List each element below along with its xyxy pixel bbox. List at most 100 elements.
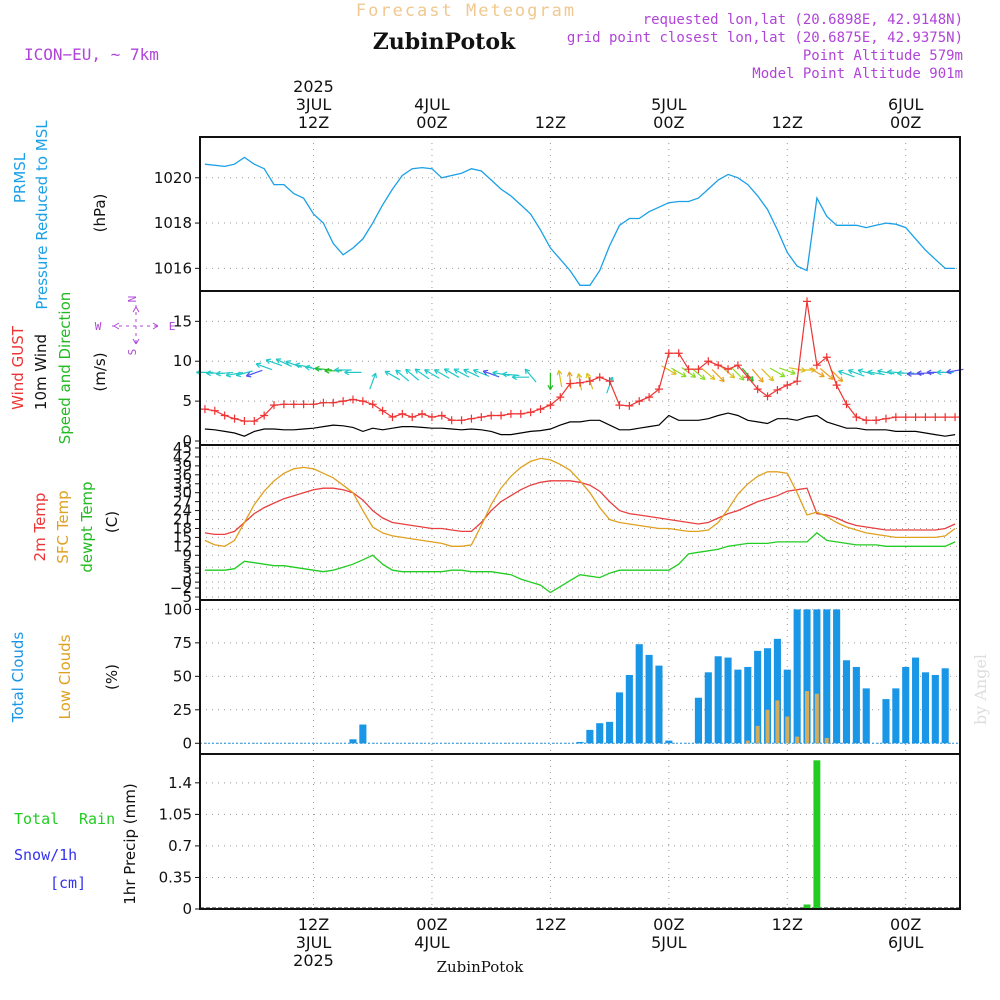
temperature-ytick-label: 18: [173, 519, 192, 537]
gust-marker: [852, 413, 861, 422]
total-cloud-bar: [941, 668, 949, 744]
top-time-label: 3JUL: [296, 95, 332, 114]
gust-marker: [704, 357, 713, 366]
wind-arrow-shaft: [226, 371, 244, 377]
bottom-time-label: 00Z: [416, 915, 447, 934]
wind-arrow-head: [225, 371, 232, 378]
footer-location: ZubinPotok: [437, 958, 525, 976]
wind-arrow-shaft: [236, 370, 253, 376]
gust-marker: [368, 400, 377, 409]
wind-arrow-head: [671, 369, 677, 375]
wind-arrow-shaft: [691, 368, 706, 380]
gust-marker: [250, 417, 259, 426]
total-cloud-bar: [734, 669, 742, 744]
gust-marker: [240, 417, 249, 426]
top-time-label: 00Z: [653, 113, 684, 132]
temperature-ytick-label: 36: [173, 466, 192, 484]
clouds-ytick-label: 50: [173, 667, 192, 685]
wind-arrow: [245, 369, 263, 378]
clouds-ytick-label: 75: [173, 634, 192, 652]
total-cloud-bar: [694, 697, 702, 744]
precip-frame: [199, 753, 961, 910]
low-cloud-bar: [775, 700, 780, 744]
gust-marker: [506, 409, 515, 418]
wind-arrow-head: [384, 370, 391, 376]
wind-arrow-head: [926, 369, 932, 376]
low-cloud-bar: [814, 693, 819, 744]
gust-marker: [230, 414, 239, 423]
top-time-label: 2025: [293, 77, 334, 96]
wind-arrow-head: [699, 374, 706, 381]
wind-arrow: [936, 369, 954, 376]
gust-marker: [585, 377, 594, 386]
total-cloud-bar: [576, 741, 584, 744]
wind-arrow-shaft: [314, 367, 332, 371]
total-cloud-bar: [596, 723, 604, 744]
compass-n: N: [126, 296, 139, 303]
model-label: ICON−EU, ~ 7km: [24, 45, 159, 64]
total-cloud-bar: [902, 666, 910, 744]
wind-arrow-head: [585, 372, 592, 379]
top-time-label: 00Z: [416, 113, 447, 132]
total-cloud-bar: [813, 609, 821, 744]
wind-arrow-shaft: [848, 369, 865, 377]
gust-marker: [803, 297, 812, 306]
bottom-time-label: 3JUL: [296, 933, 332, 952]
rain-bar: [813, 760, 821, 909]
total-clouds-label: Total Clouds: [9, 632, 27, 724]
gust-marker: [625, 401, 634, 410]
wind-arrow-shaft: [463, 369, 480, 378]
total-cloud-bar: [645, 654, 653, 744]
wind-arrow: [255, 362, 273, 371]
wind-arrow: [916, 370, 934, 377]
wind-arrow-head: [314, 365, 320, 372]
wind-arrow-shaft: [877, 370, 895, 375]
wind-arrow: [285, 360, 302, 368]
wind-arrow-head: [482, 369, 489, 376]
total-cloud-bar: [763, 648, 772, 744]
point-altitude: Point Altitude 579m: [803, 48, 963, 64]
wind-arrow-shaft: [246, 369, 263, 377]
wind-arrow-head: [896, 370, 902, 377]
wind-arrow-shaft: [434, 369, 450, 379]
wind-arrow: [384, 370, 401, 381]
temperature-ytick-label: 33: [173, 475, 192, 493]
wind-arrow: [235, 370, 253, 378]
watermark: by Angel: [971, 654, 990, 725]
gust-marker: [921, 413, 930, 422]
wind-arrow-shaft: [405, 368, 420, 381]
wind-arrow: [196, 369, 214, 376]
wind-arrow-head: [576, 373, 583, 379]
gust-marker: [576, 378, 584, 387]
wind-arrow: [576, 373, 583, 391]
wind-arrow-head: [492, 370, 498, 377]
wind-arrow-head: [857, 368, 864, 375]
temperature-ytick-label: 9: [182, 546, 192, 564]
pressure-label-1: PRMSL: [11, 152, 29, 203]
low-cloud-bar: [755, 725, 760, 744]
wind-ytick-label: 5: [182, 392, 192, 410]
gust-marker: [210, 406, 219, 415]
wind-arrow-head: [738, 375, 745, 381]
wind-arrow-head: [719, 376, 725, 383]
total-cloud-bar: [615, 692, 624, 744]
gust-marker: [348, 395, 357, 404]
bottom-time-label: 12Z: [298, 915, 329, 934]
wind-arrow: [769, 367, 786, 378]
wind-arrow-head: [395, 369, 401, 375]
wind-arrow-shaft: [414, 368, 430, 380]
wind-arrow-head: [768, 375, 775, 382]
top-time-label: 12Z: [772, 113, 803, 132]
wind10m-label: 10m Wind: [32, 334, 50, 410]
wind-arrow-head: [867, 369, 873, 376]
wind-arrow-shaft: [265, 359, 283, 367]
wind-arrow-head: [758, 377, 764, 383]
temperature-ytick-label: 5: [182, 588, 192, 606]
top-time-label: 5JUL: [651, 95, 687, 114]
wind10m-line: [204, 412, 956, 437]
total-cloud-bar: [359, 724, 367, 744]
gust-marker: [526, 408, 535, 417]
gust-marker: [881, 414, 890, 423]
wind-arrow-head: [511, 374, 517, 381]
